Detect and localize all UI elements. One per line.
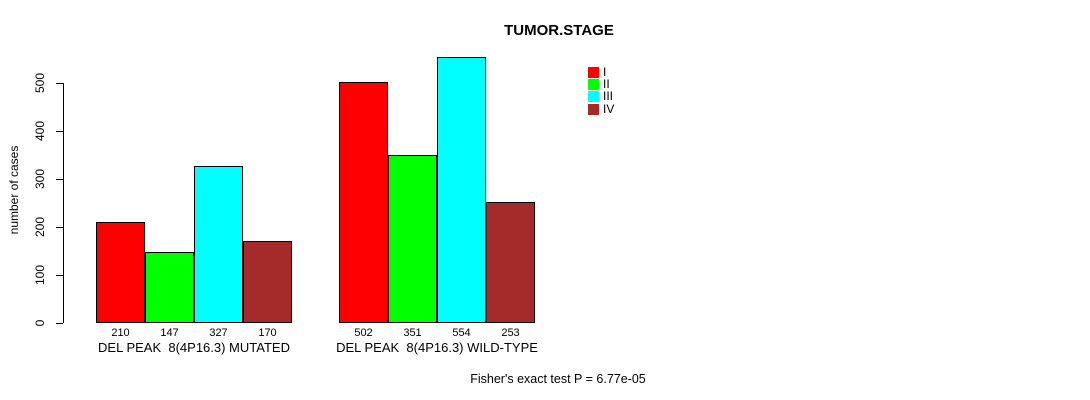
y-tick-label: 100	[33, 264, 47, 286]
group-label: DEL PEAK 8(4P16.3) WILD-TYPE	[336, 340, 538, 355]
chart-title: TUMOR.STAGE	[504, 22, 614, 39]
bar	[339, 82, 388, 323]
legend-row: IV	[588, 103, 614, 115]
bar-value-label: 327	[209, 327, 228, 339]
bar	[145, 252, 194, 323]
bar-value-label: 351	[403, 327, 422, 339]
y-tick	[56, 83, 63, 84]
legend-label: IV	[603, 101, 615, 116]
bar	[243, 241, 292, 323]
bar-value-label: 170	[258, 327, 277, 339]
bar-value-label: 253	[501, 327, 520, 339]
y-tick	[56, 275, 63, 276]
legend-swatch	[588, 103, 599, 115]
group-label: DEL PEAK 8(4P16.3) MUTATED	[98, 340, 290, 355]
bar	[486, 201, 535, 323]
bar	[388, 154, 437, 323]
legend-swatch	[588, 78, 599, 90]
y-tick-label: 0	[33, 319, 47, 327]
y-tick	[56, 323, 63, 324]
legend-swatch	[588, 66, 599, 78]
y-tick-label: 400	[33, 120, 47, 142]
legend-label: III	[603, 89, 614, 104]
legend-row: III	[588, 89, 614, 104]
y-axis-title: number of cases	[7, 145, 21, 235]
y-tick	[56, 131, 63, 132]
legend-label: II	[603, 76, 610, 91]
legend-row: I	[588, 66, 614, 78]
bar-value-label: 554	[452, 327, 471, 339]
footnote-text: Fisher's exact test P = 6.77e-05	[470, 372, 646, 386]
bar	[437, 57, 486, 323]
y-tick-label: 500	[33, 72, 47, 94]
y-tick-label: 300	[33, 168, 47, 190]
legend-row: II	[588, 78, 614, 90]
bar	[194, 166, 243, 323]
y-axis-line	[63, 83, 64, 323]
y-tick	[56, 179, 63, 180]
bar-value-label: 502	[354, 327, 373, 339]
bar-value-label: 147	[160, 327, 179, 339]
bar-value-label: 210	[111, 327, 130, 339]
y-tick	[56, 227, 63, 228]
bar	[96, 222, 145, 323]
legend: I II III IV	[588, 66, 614, 115]
legend-label: I	[603, 64, 607, 79]
legend-swatch	[588, 91, 599, 103]
y-tick-label: 200	[33, 216, 47, 238]
